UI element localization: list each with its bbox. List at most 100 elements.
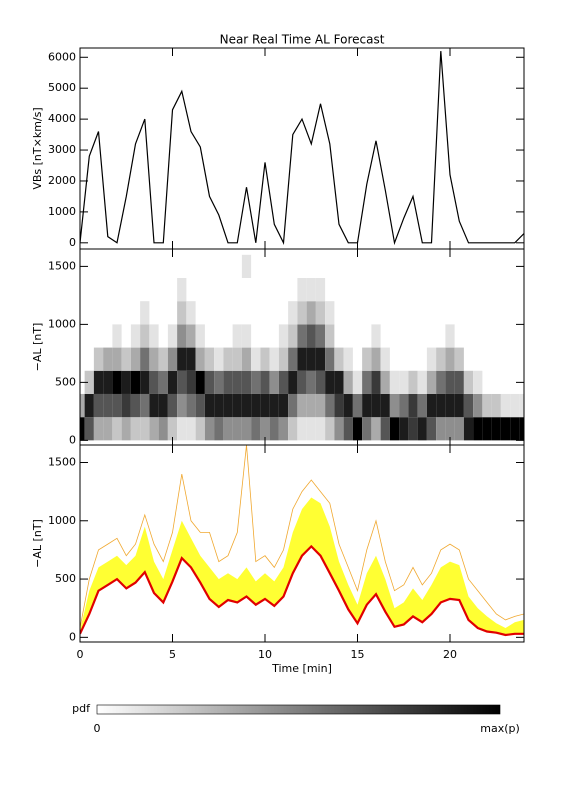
- pdf-cell: [288, 324, 298, 348]
- pdf-cell: [112, 324, 122, 348]
- pdf-cell: [297, 393, 307, 418]
- pdf-cell: [214, 370, 224, 394]
- pdf-cell: [241, 347, 252, 371]
- pdf-cell: [352, 393, 363, 418]
- pdf-cell: [121, 347, 131, 371]
- pdf-cell: [130, 417, 141, 441]
- pdf-cell: [362, 370, 372, 394]
- pdf-cell: [204, 370, 215, 394]
- pdf-cell: [417, 370, 427, 394]
- pdf-cell: [334, 393, 344, 418]
- pdf-cell: [251, 370, 261, 394]
- pdf-cell: [195, 370, 205, 394]
- pdf-cell: [380, 393, 390, 418]
- x-tick-label: 10: [258, 648, 272, 661]
- pdf-cell: [315, 324, 326, 348]
- pdf-cell: [112, 347, 122, 371]
- pdf-cell: [325, 417, 335, 441]
- pdf-cell: [167, 393, 178, 418]
- pdf-cell: [343, 417, 353, 441]
- pdf-cell: [352, 370, 363, 394]
- pdf-cell: [149, 347, 159, 371]
- pdf-cell: [315, 347, 326, 371]
- pdf-cell: [167, 370, 178, 394]
- pdf-cell: [362, 347, 372, 371]
- pdf-cell: [334, 370, 344, 394]
- pdf-cell: [371, 370, 381, 394]
- pdf-cell: [103, 393, 113, 418]
- pdf-cell: [186, 417, 196, 441]
- pdf-cell: [380, 347, 390, 371]
- pdf-cell: [195, 347, 205, 371]
- pdf-cell: [325, 301, 335, 325]
- pdf-cell: [510, 417, 520, 441]
- pdf-cell: [269, 417, 279, 441]
- pdf-cell: [408, 393, 418, 418]
- pdf-cell: [288, 301, 298, 325]
- pdf-cell: [260, 370, 270, 394]
- pdf-cell: [84, 393, 94, 418]
- pdf-cell: [445, 324, 455, 348]
- x-tick-label: 15: [351, 648, 365, 661]
- pdf-cell: [158, 417, 168, 441]
- pdf-cell: [241, 254, 252, 278]
- pdf-cell: [93, 370, 104, 394]
- pdf-cell: [315, 301, 326, 325]
- pdf-cell: [463, 417, 474, 441]
- pdf-cell: [417, 417, 427, 441]
- pdf-cell: [167, 417, 178, 441]
- y-tick-label: 1000: [48, 317, 76, 330]
- pdf-cell: [436, 393, 446, 418]
- pdf-cell: [454, 393, 464, 418]
- pdf-cell: [186, 370, 196, 394]
- pdf-cell: [177, 393, 187, 418]
- colorbar-max: max(p): [480, 722, 520, 735]
- pdf-cell: [297, 301, 307, 325]
- plot-area: [80, 445, 524, 637]
- pdf-cell: [251, 347, 261, 371]
- pdf-cell: [130, 347, 141, 371]
- pdf-cell: [214, 417, 224, 441]
- pdf-cell: [306, 277, 316, 302]
- pdf-cell: [260, 347, 270, 371]
- envelope-line: [80, 445, 524, 629]
- pdf-cell: [297, 417, 307, 441]
- pdf-cell: [84, 417, 94, 441]
- pdf-cell: [454, 347, 464, 371]
- pdf-cell: [454, 417, 464, 441]
- pdf-cell: [177, 277, 187, 302]
- pdf-cell: [463, 370, 474, 394]
- pdf-cell: [288, 417, 298, 441]
- pdf-cell: [186, 301, 196, 325]
- pdf-cell: [482, 393, 492, 418]
- pdf-cell: [93, 347, 104, 371]
- pdf-cell: [306, 347, 316, 371]
- x-tick-label: 20: [443, 648, 457, 661]
- pdf-cell: [269, 370, 279, 394]
- x-axis-label: Time [min]: [271, 662, 332, 675]
- pdf-cell: [186, 393, 196, 418]
- pdf-cell: [473, 393, 483, 418]
- pdf-cell: [362, 393, 372, 418]
- y-tick-label: 0: [69, 236, 76, 249]
- pdf-cell: [426, 393, 437, 418]
- y-tick-label: 2000: [48, 174, 76, 187]
- pdf-cell: [519, 393, 524, 418]
- pdf-cell: [186, 347, 196, 371]
- pdf-cell: [103, 347, 113, 371]
- pdf-cell: [288, 370, 298, 394]
- pdf-cell: [269, 347, 279, 371]
- pdf-cell: [177, 324, 187, 348]
- pdf-cell: [325, 324, 335, 348]
- colorbar-min: 0: [94, 722, 101, 735]
- pdf-cell: [232, 347, 242, 371]
- pdf-cell: [140, 301, 150, 325]
- pdf-cell: [454, 370, 464, 394]
- pdf-cell: [380, 417, 390, 441]
- pdf-cell: [315, 277, 326, 302]
- y-axis-label: VBs [nT×km/s]: [31, 107, 44, 189]
- pdf-cell: [241, 324, 252, 348]
- pdf-cell: [325, 393, 335, 418]
- pdf-cell: [140, 417, 150, 441]
